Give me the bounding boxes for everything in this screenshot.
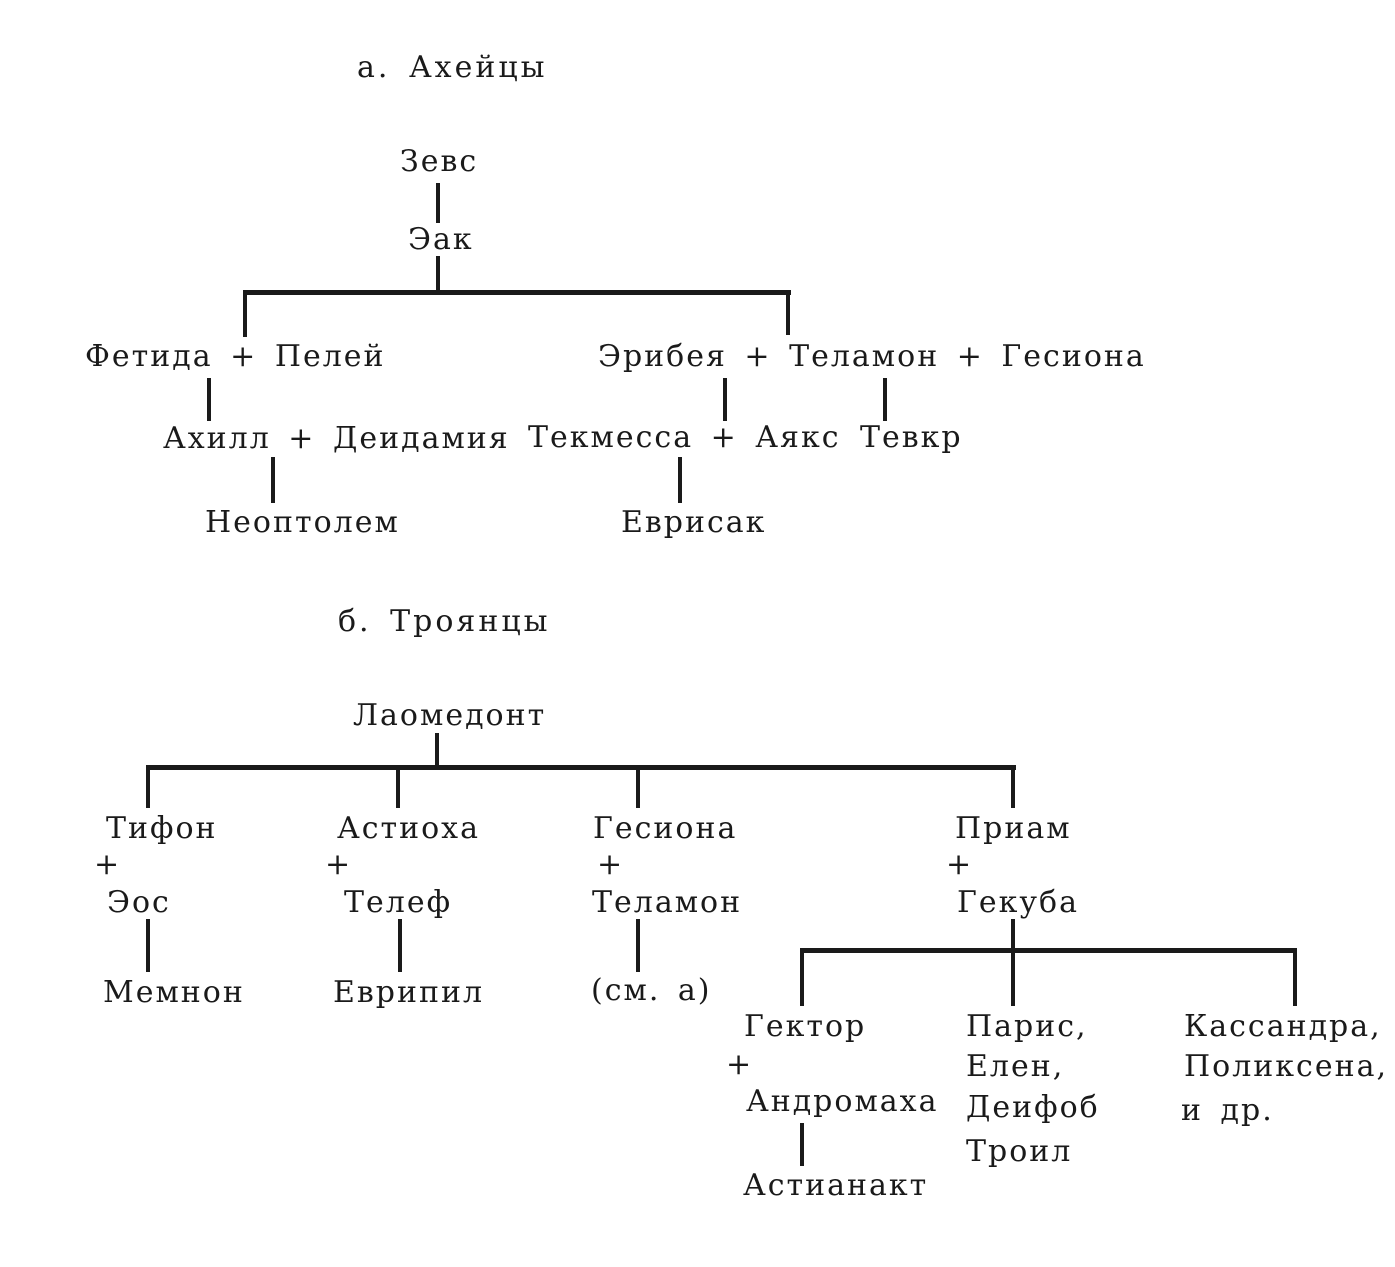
line-andromache-astyanax [800,1123,804,1166]
node-tecmessa-ajax: Текмесса + Аякс [528,420,841,455]
line-bar-tithonus [146,765,150,808]
node-astyanax: Астианакт [743,1168,929,1203]
node-eurypylus: Еврипил [333,975,485,1010]
node-paris: Парис, [966,1009,1088,1044]
node-teucer: Тевкр [860,420,963,455]
node-laomedon: Лаомедонт [353,698,547,733]
plus-sign: + [94,847,122,882]
node-polyxena: Поликсена, [1184,1049,1388,1084]
line-hecuba-children-bar [802,948,1297,953]
plus-sign: + [597,847,625,882]
line-bar-astyoche [396,765,400,808]
node-hector: Гектор [744,1009,867,1044]
line-zeus-aeacus [436,183,440,223]
node-aeacus: Эак [408,222,474,257]
node-hecuba: Гекуба [957,885,1079,920]
node-troilus: Троил [966,1134,1073,1169]
node-hesione: Гесиона [593,811,738,846]
line-laomedon-bar [435,733,439,769]
node-eriboea-telamon-hesione: Эрибея + Теламон + Гесиона [598,339,1146,374]
line-eos-memnon [146,919,150,972]
node-eos: Эос [107,885,171,920]
line-bar-cassandra [1293,948,1297,1006]
node-eurysaces: Еврисак [621,505,767,540]
node-achilles-deidamia: Ахилл + Деидамия [163,421,510,456]
node-memnon: Мемнон [103,975,245,1010]
line-bar-hector [800,948,804,1006]
node-see-a-reference: (см. а) [591,973,712,1008]
line-ajax-eurysaces [678,457,682,503]
line-bar-hesione [636,765,640,808]
line-aeacus-bar [436,256,440,293]
line-telephus-eurypylus [398,919,402,972]
tree-a-heading: а. Ахейцы [357,50,548,85]
plus-sign: + [726,1047,754,1082]
node-telephus: Телеф [344,885,453,920]
line-telamon-ref [636,919,640,972]
line-bar-priam [1011,765,1015,808]
node-telamon: Теламон [592,885,743,920]
tree-b-heading: б. Троянцы [338,604,551,639]
line-trojan-bar [146,765,1016,770]
node-deiphobus: Деифоб [966,1090,1100,1125]
line-bar-paris [1011,948,1015,1006]
node-helenus: Елен, [966,1049,1065,1084]
plus-sign: + [325,847,353,882]
node-et-al: и др. [1181,1093,1274,1128]
node-thetis-peleus: Фетида + Пелей [85,339,386,374]
node-astyoche: Астиоха [337,811,480,846]
line-achilles-neoptolemus [271,457,275,503]
line-peleus-achilles [207,378,211,421]
line-achaean-bar [245,290,791,295]
node-cassandra: Кассандра, [1184,1009,1382,1044]
line-bar-telamon [786,290,790,335]
line-telamon-ajax [723,378,727,421]
node-tithonus: Тифон [106,811,218,846]
line-hesione-teucer [883,378,887,421]
line-hecuba-bar [1011,919,1015,952]
node-andromache: Андромаха [746,1084,939,1119]
node-zeus: Зевс [400,144,479,179]
line-bar-peleus [243,290,247,337]
plus-sign: + [946,847,974,882]
node-neoptolemus: Неоптолем [205,505,400,540]
node-priam: Приам [955,811,1072,846]
